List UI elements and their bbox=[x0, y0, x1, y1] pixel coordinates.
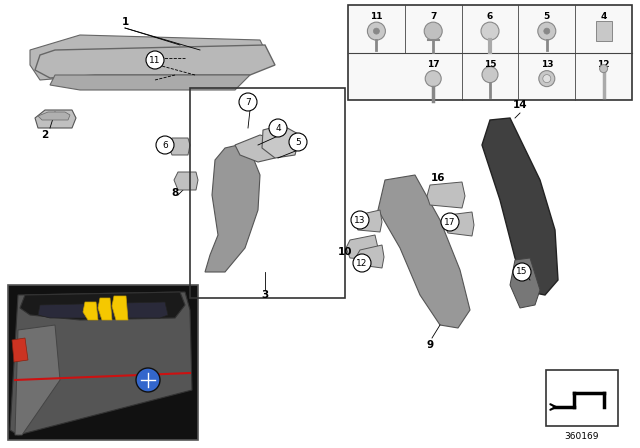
Polygon shape bbox=[427, 182, 465, 208]
Text: 16: 16 bbox=[431, 173, 445, 183]
Text: 17: 17 bbox=[427, 60, 440, 69]
Polygon shape bbox=[98, 298, 112, 320]
Bar bbox=[8, 285, 198, 440]
Circle shape bbox=[289, 133, 307, 151]
Polygon shape bbox=[35, 45, 275, 78]
Polygon shape bbox=[510, 258, 540, 308]
Text: 5: 5 bbox=[543, 12, 550, 21]
Polygon shape bbox=[346, 235, 378, 260]
Text: 14: 14 bbox=[513, 100, 527, 110]
Polygon shape bbox=[378, 175, 470, 328]
Circle shape bbox=[544, 28, 550, 34]
Polygon shape bbox=[444, 212, 474, 236]
Polygon shape bbox=[174, 172, 198, 190]
Polygon shape bbox=[30, 35, 270, 80]
Text: 15: 15 bbox=[484, 60, 496, 69]
Polygon shape bbox=[83, 302, 98, 320]
Polygon shape bbox=[38, 302, 168, 318]
Circle shape bbox=[269, 119, 287, 137]
Text: 1: 1 bbox=[122, 17, 129, 27]
Circle shape bbox=[424, 22, 442, 40]
Circle shape bbox=[513, 263, 531, 281]
Circle shape bbox=[543, 75, 551, 82]
Circle shape bbox=[351, 211, 369, 229]
Text: 9: 9 bbox=[426, 340, 433, 350]
Circle shape bbox=[367, 22, 385, 40]
Bar bbox=[546, 370, 618, 426]
Text: 10: 10 bbox=[338, 247, 352, 257]
Polygon shape bbox=[354, 210, 382, 232]
Bar bbox=[190, 88, 345, 298]
Text: 6: 6 bbox=[487, 12, 493, 21]
Polygon shape bbox=[482, 118, 558, 295]
Text: 5: 5 bbox=[295, 138, 301, 146]
Text: 4: 4 bbox=[600, 12, 607, 21]
Polygon shape bbox=[235, 135, 278, 162]
Polygon shape bbox=[10, 292, 192, 435]
Circle shape bbox=[239, 93, 257, 111]
Text: 13: 13 bbox=[355, 215, 365, 224]
Text: 7: 7 bbox=[245, 98, 251, 107]
Circle shape bbox=[373, 28, 380, 34]
Circle shape bbox=[441, 213, 459, 231]
Circle shape bbox=[146, 51, 164, 69]
Text: 7: 7 bbox=[430, 12, 436, 21]
Polygon shape bbox=[50, 75, 250, 90]
Polygon shape bbox=[356, 245, 384, 268]
Text: 3: 3 bbox=[261, 290, 269, 300]
Text: 15: 15 bbox=[516, 267, 528, 276]
Circle shape bbox=[353, 254, 371, 272]
Circle shape bbox=[136, 368, 160, 392]
Circle shape bbox=[482, 67, 498, 82]
Polygon shape bbox=[12, 338, 28, 362]
Polygon shape bbox=[35, 110, 76, 128]
Polygon shape bbox=[168, 138, 190, 155]
Text: 6: 6 bbox=[162, 141, 168, 150]
Circle shape bbox=[538, 22, 556, 40]
Circle shape bbox=[156, 136, 174, 154]
Text: 11: 11 bbox=[149, 56, 161, 65]
Circle shape bbox=[481, 22, 499, 40]
Circle shape bbox=[600, 65, 607, 73]
Polygon shape bbox=[112, 296, 128, 320]
Text: 8: 8 bbox=[172, 188, 179, 198]
Bar bbox=[348, 5, 632, 100]
Polygon shape bbox=[15, 325, 60, 435]
Polygon shape bbox=[596, 21, 612, 41]
Circle shape bbox=[425, 71, 441, 86]
Text: 4: 4 bbox=[275, 124, 281, 133]
Text: 12: 12 bbox=[597, 60, 610, 69]
Text: 2: 2 bbox=[42, 130, 49, 140]
Text: 12: 12 bbox=[356, 258, 368, 267]
Text: 11: 11 bbox=[370, 12, 383, 21]
Text: 17: 17 bbox=[444, 217, 456, 227]
Polygon shape bbox=[20, 292, 185, 320]
Text: 360169: 360169 bbox=[564, 431, 599, 440]
Circle shape bbox=[539, 71, 555, 86]
Polygon shape bbox=[205, 145, 260, 272]
Polygon shape bbox=[262, 125, 300, 158]
Polygon shape bbox=[38, 112, 70, 120]
Text: 13: 13 bbox=[541, 60, 553, 69]
